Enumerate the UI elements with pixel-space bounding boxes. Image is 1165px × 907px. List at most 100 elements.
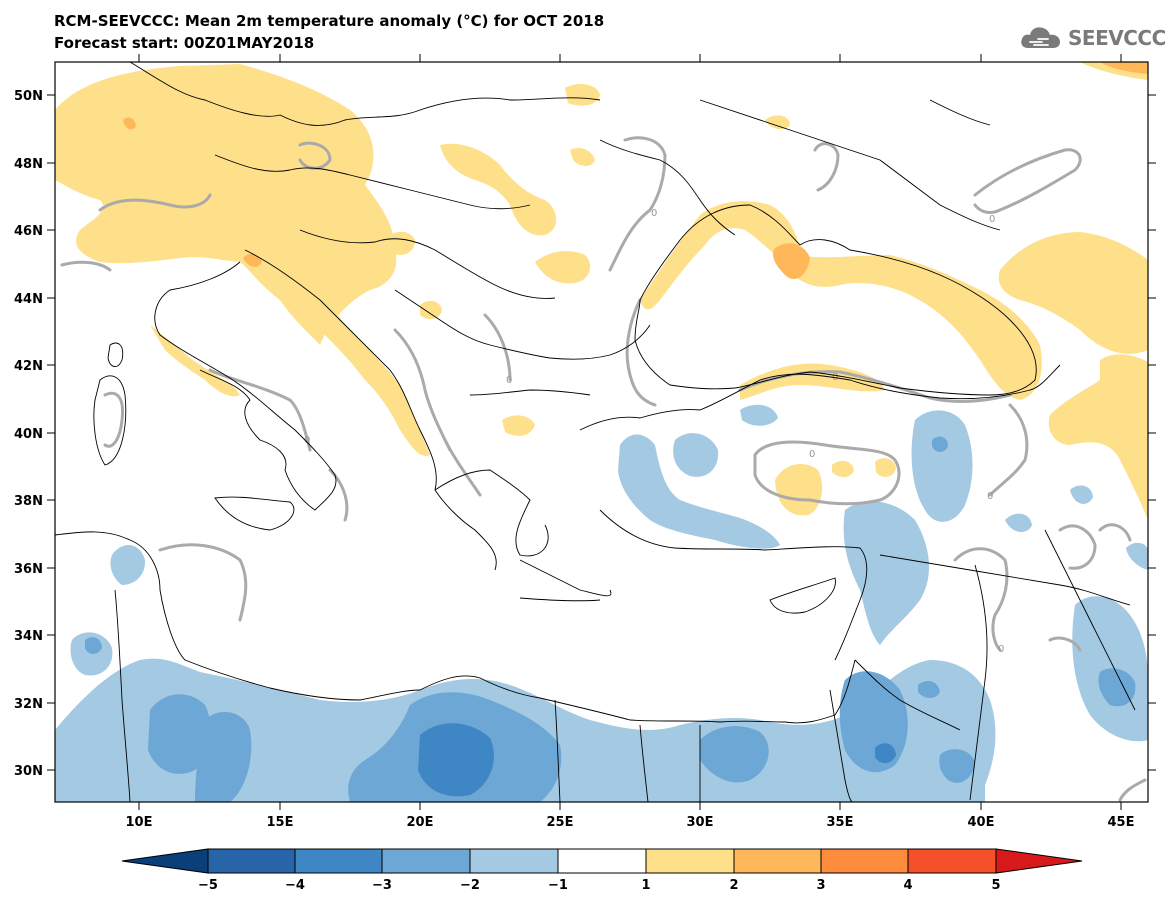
colorbar-tick-label: −4 (285, 878, 305, 893)
contour-label: 0 (987, 491, 993, 502)
cold-anomaly-levant (843, 501, 930, 645)
warm-anomaly-anatolia-2 (832, 460, 854, 478)
lon-tick-label: 30E (687, 815, 714, 830)
colorbar-arrow-high (995, 848, 1083, 874)
cold-anomaly-algeria-spot (85, 637, 102, 654)
cold-anomaly-tunisia (110, 544, 146, 585)
colorbar-tick-label: 2 (729, 878, 738, 893)
cold-anomaly-sinai-strong (875, 743, 896, 764)
cold-anomaly-east-turkey-spot (932, 436, 948, 452)
lat-tick-label: 38N (14, 494, 43, 509)
warm-anomaly-crimea (773, 243, 810, 279)
colorbar-labels: −5 −4 −3 −2 −1 1 2 3 4 5 (198, 878, 1001, 893)
colorbar-bin (381, 848, 471, 874)
cold-anomaly-libya-west (148, 694, 211, 774)
colorbar-bin (207, 848, 296, 874)
lat-tick-label: 36N (14, 562, 43, 577)
warm-anomaly-caucasus (998, 232, 1148, 354)
colorbar-tick-label: 4 (903, 878, 912, 893)
contour-label: 0 (998, 644, 1004, 655)
warm-anomaly-anatolia-3 (875, 458, 896, 477)
cold-anomaly-syria (1005, 513, 1032, 532)
colorbar-arrow-low (121, 848, 209, 874)
map-frame (54, 61, 1149, 803)
lon-tick-label: 15E (267, 815, 294, 830)
colorbar-tick-label: −5 (198, 878, 218, 893)
warm-anomaly-central-europe (55, 64, 397, 345)
cold-anomaly-anatolia (673, 433, 719, 477)
warm-anomaly-greece (502, 415, 535, 436)
warm-anomaly-carpathians (565, 84, 600, 106)
latitude-axis: 30N 32N 34N 36N 38N 40N 42N 44N 46N 48N … (14, 89, 1156, 779)
cold-anomaly-central-anatolia (740, 404, 778, 426)
warm-anomaly-serbia (535, 250, 591, 284)
warm-anomaly-alps-spot (123, 117, 136, 130)
lon-tick-label: 35E (827, 815, 854, 830)
lat-tick-label: 32N (14, 697, 43, 712)
lat-tick-label: 34N (14, 629, 43, 644)
cold-anomaly-east-spot (1070, 485, 1093, 504)
warm-anomaly-bulgaria (420, 300, 442, 320)
cold-anomaly-turkey-south (618, 434, 780, 549)
lat-tick-label: 40N (14, 427, 43, 442)
lon-tick-label: 20E (407, 815, 434, 830)
cold-anomaly-east-turkey (911, 410, 973, 522)
colorbar-bin (557, 848, 647, 874)
warm-anomaly-anatolia-1 (775, 464, 823, 516)
colorbar-tick-label: −2 (460, 878, 480, 893)
colorbar-bin (294, 848, 383, 874)
lon-tick-label: 45E (1108, 815, 1135, 830)
lat-tick-label: 44N (14, 292, 43, 307)
coastlines-and-borders (55, 62, 1136, 802)
colorbar (121, 848, 1083, 874)
colorbar-bin (907, 848, 997, 874)
longitude-axis: 10E 15E 20E 25E 30E 35E 40E 45E (126, 54, 1135, 830)
cold-anomaly-algeria-south (195, 711, 252, 802)
lat-tick-label: 48N (14, 157, 43, 172)
colorbar-tick-label: 5 (991, 878, 1000, 893)
warm-anomaly-russia-spot (765, 115, 790, 130)
lon-tick-label: 40E (968, 815, 995, 830)
warm-anomaly-ukraine (570, 148, 595, 166)
lon-tick-label: 10E (126, 815, 153, 830)
colorbar-bin (820, 848, 909, 874)
colorbar-bin (469, 848, 559, 874)
map-title: RCM-SEEVCCC: Mean 2m temperature anomaly… (54, 12, 605, 30)
contour-label: 0 (651, 208, 657, 219)
cloud-icon (1021, 27, 1060, 48)
cold-anomaly-jordan (918, 680, 940, 698)
cold-anomaly-libya-strong (418, 723, 494, 797)
colorbar-bin (645, 848, 735, 874)
warm-anomaly-ne-strong (1100, 62, 1148, 74)
lat-tick-label: 50N (14, 89, 43, 104)
cold-anomaly-iran-edge (1126, 542, 1148, 570)
colorbar-bin (733, 848, 822, 874)
warm-anomaly-croatia-patch (385, 231, 415, 255)
cold-anomaly-egypt (700, 726, 769, 783)
lon-tick-label: 25E (547, 815, 574, 830)
anomaly-shading: 0 0 0 0 0 0 0 0 (55, 62, 1148, 802)
cold-anomaly-iraq-strong (1098, 668, 1136, 707)
colorbar-tick-label: 3 (816, 878, 825, 893)
contour-label: 0 (506, 375, 512, 386)
warm-anomaly-hungary (440, 143, 557, 236)
contour-label: 0 (809, 449, 815, 460)
warm-anomaly-balkan-coast (290, 260, 430, 456)
cold-anomaly-arabia (939, 749, 975, 783)
lat-tick-label: 46N (14, 224, 43, 239)
contour-label: 0 (989, 214, 995, 225)
colorbar-tick-label: −1 (548, 878, 568, 893)
lat-tick-label: 42N (14, 359, 43, 374)
warm-anomaly-italy (150, 325, 240, 397)
cold-anomaly-algeria (70, 632, 113, 676)
warm-anomaly-georgia (1048, 354, 1148, 520)
lat-tick-label: 30N (14, 764, 43, 779)
contour-label: 0 (304, 435, 310, 446)
forecast-start-label: Forecast start: 00Z01MAY2018 (54, 34, 315, 52)
warm-anomaly-black-sea-north-coast (640, 201, 1042, 400)
warm-anomaly-croatia-strong (243, 253, 262, 267)
logo-text: SEEVCCC (1068, 26, 1165, 50)
seevccc-logo: SEEVCCC (1018, 24, 1165, 52)
colorbar-tick-label: −3 (372, 878, 392, 893)
